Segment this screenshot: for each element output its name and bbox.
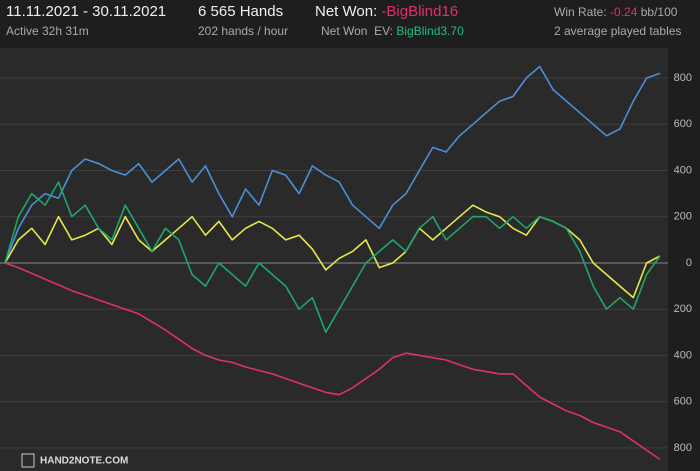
label: Net Won: bbox=[315, 3, 378, 20]
win-rate: Win Rate: -0.24 bb/100 bbox=[554, 5, 677, 19]
y-tick-label: 600 bbox=[674, 396, 692, 408]
net-won-ev: Net Won EV: BigBlind3.70 bbox=[321, 24, 464, 38]
label: Win Rate: bbox=[554, 5, 607, 19]
y-tick-label: 200 bbox=[674, 303, 692, 315]
period: 11.11.2021 - 30.11.2021 bbox=[6, 3, 167, 20]
y-tick-label: 0 bbox=[686, 257, 692, 269]
net-won: Net Won: -BigBlind16 bbox=[315, 3, 458, 20]
value: BigBlind3.70 bbox=[396, 24, 464, 38]
unit: bb/100 bbox=[640, 5, 678, 19]
value: -0.24 bbox=[610, 5, 638, 19]
value: -BigBlind16 bbox=[381, 3, 459, 20]
logo-icon bbox=[21, 453, 35, 468]
y-tick-label: 400 bbox=[674, 349, 692, 361]
logo: HAND2NOTE.COM bbox=[40, 456, 128, 467]
active: Active 32h 31m bbox=[6, 24, 89, 38]
series-line bbox=[4, 262, 661, 461]
label: Net Won EV: bbox=[321, 24, 394, 38]
plot-area bbox=[0, 48, 668, 471]
y-tick-label: 400 bbox=[674, 164, 692, 176]
y-tick-label: 800 bbox=[674, 72, 692, 84]
series-line bbox=[4, 181, 661, 334]
rate: 202 hands / hour bbox=[198, 24, 289, 38]
series-line bbox=[4, 65, 661, 264]
hands: 6 565 Hands bbox=[198, 3, 284, 20]
y-tick-label: 200 bbox=[674, 211, 692, 223]
tables: 2 average played tables bbox=[554, 24, 682, 38]
y-tick-label: 600 bbox=[674, 118, 692, 130]
y-tick-label: 800 bbox=[674, 442, 692, 454]
